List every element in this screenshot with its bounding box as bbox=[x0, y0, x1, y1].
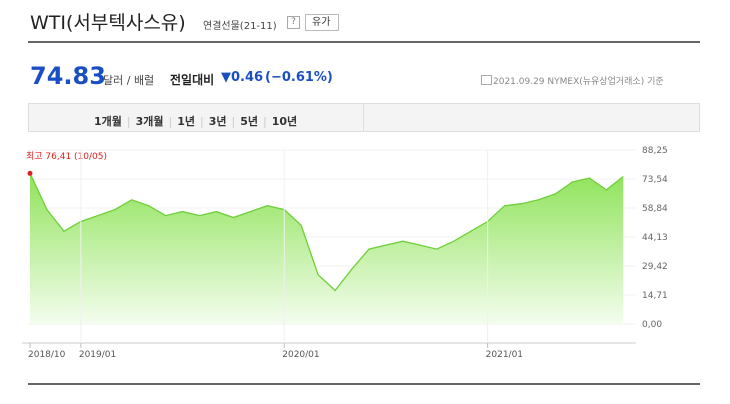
y-tick-label: 0,00 bbox=[642, 320, 662, 330]
tab-divider: | bbox=[263, 115, 267, 128]
divider bbox=[28, 383, 700, 385]
x-tick-label: 2018/10 bbox=[28, 350, 66, 360]
x-tick-label: 2019/01 bbox=[79, 350, 116, 360]
high-marker bbox=[27, 170, 33, 176]
price-value: 74.83 bbox=[30, 62, 106, 90]
y-tick-label: 29,42 bbox=[642, 262, 668, 272]
change: ▼0.46 bbox=[221, 70, 264, 85]
y-tick-label: 14,71 bbox=[642, 291, 668, 301]
y-tick-label: 88,25 bbox=[642, 146, 668, 156]
tab[interactable]: 1개월 bbox=[94, 115, 122, 128]
tab-bar: 1개월 | 3개월 | 1년 | 3년 | 5년 | 10년 bbox=[28, 103, 700, 132]
tab[interactable]: 1년 bbox=[177, 115, 196, 128]
tab[interactable]: 3년 bbox=[208, 115, 227, 128]
oil-button[interactable]: 유가 bbox=[305, 14, 340, 31]
tab-separator bbox=[363, 104, 364, 131]
tab[interactable]: 10년 bbox=[271, 115, 298, 128]
x-tick-label: 2020/01 bbox=[282, 350, 319, 360]
tab-divider: | bbox=[231, 115, 236, 128]
area-fill bbox=[30, 173, 624, 324]
tab[interactable]: 3개월 bbox=[135, 115, 164, 128]
tab-divider: | bbox=[168, 115, 173, 128]
subtitle: 연결선물(21-11) bbox=[203, 21, 277, 32]
change-pct: (−0.61%) bbox=[265, 70, 333, 85]
y-tick-label: 58,84 bbox=[642, 204, 668, 214]
y-tick-label: 73,54 bbox=[642, 175, 668, 185]
change-label: 전일대비 bbox=[170, 73, 215, 87]
help-icon[interactable]: ? bbox=[287, 16, 300, 29]
tab-divider: | bbox=[200, 115, 204, 128]
divider bbox=[28, 41, 700, 43]
x-tick-label: 2021/01 bbox=[486, 350, 523, 360]
price-unit: 달러 / 배럴 bbox=[103, 74, 155, 87]
annotation: 최고 76,41 (10/05) bbox=[26, 151, 107, 162]
date-note: 2021.09.29 NYMEX(뉴유상업거래소) 기준 bbox=[493, 77, 664, 87]
tab-list: 1개월 | 3개월 | 1년 | 3년 | 5년 | 10년 bbox=[89, 110, 302, 129]
y-tick-label: 44,13 bbox=[642, 233, 668, 243]
tab[interactable]: 5년 bbox=[240, 115, 259, 128]
title: WTI(서부텍사스유) bbox=[30, 12, 186, 34]
tab-divider: | bbox=[126, 115, 131, 128]
calendar-icon bbox=[481, 75, 492, 85]
price-line bbox=[29, 173, 624, 292]
